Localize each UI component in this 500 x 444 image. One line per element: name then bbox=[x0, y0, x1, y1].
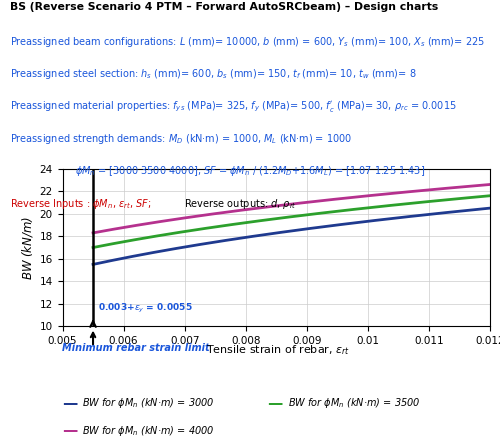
Text: Tensile strain of rebar, $\varepsilon_{rt}$: Tensile strain of rebar, $\varepsilon_{r… bbox=[206, 343, 350, 357]
Text: Preassigned beam configurations: $L$ (mm)= 10000, $b$ (mm) = 600, $Y_s$ (mm)= 10: Preassigned beam configurations: $L$ (mm… bbox=[10, 35, 485, 49]
Text: BS (Reverse Scenario 4 PTM – Forward AutoSRCbeam) – Design charts: BS (Reverse Scenario 4 PTM – Forward Aut… bbox=[10, 2, 438, 12]
Text: —: — bbox=[62, 396, 78, 411]
Text: $BW$ for $\phi M_n$ (kN·m) = 3000: $BW$ for $\phi M_n$ (kN·m) = 3000 bbox=[82, 396, 215, 410]
Text: 0.003+$\varepsilon_y$ = 0.0055: 0.003+$\varepsilon_y$ = 0.0055 bbox=[98, 302, 192, 315]
Text: Preassigned material properties: $f_{ys}$ (MPa)= 325, $f_y$ (MPa)= 500, $f_c^{\p: Preassigned material properties: $f_{ys}… bbox=[10, 99, 457, 114]
Text: Minimum rebar strain limit: Minimum rebar strain limit bbox=[62, 343, 210, 353]
Text: Reverse Inputs : $\phi M_n$, $\varepsilon_{rt}$, $SF$;: Reverse Inputs : $\phi M_n$, $\varepsilo… bbox=[10, 197, 152, 211]
Text: $\phi M_n$ = [3000 3500 4000], $SF$ = $\phi M_n$ / (1.2$M_D$+1.6$M_L$) = [1.07 1: $\phi M_n$ = [3000 3500 4000], $SF$ = $\… bbox=[75, 164, 425, 178]
Text: $BW$ for $\phi M_n$ (kN·m) = 4000: $BW$ for $\phi M_n$ (kN·m) = 4000 bbox=[82, 424, 215, 438]
Text: Preassigned strength demands: $M_D$ (kN·m) = 1000, $M_L$ (kN·m) = 1000: Preassigned strength demands: $M_D$ (kN·… bbox=[10, 132, 352, 146]
Text: $BW$ for $\phi M_n$ (kN·m) = 3500: $BW$ for $\phi M_n$ (kN·m) = 3500 bbox=[288, 396, 420, 410]
Text: Reverse outputs: $d$, $\rho_{rt}$: Reverse outputs: $d$, $\rho_{rt}$ bbox=[178, 197, 296, 211]
Text: —: — bbox=[62, 423, 78, 438]
Y-axis label: $BW$ (kN/m): $BW$ (kN/m) bbox=[20, 215, 36, 280]
Text: —: — bbox=[268, 396, 283, 411]
Text: Preassigned steel section: $h_s$ (mm)= 600, $b_s$ (mm)= 150, $t_f$ (mm)= 10, $t_: Preassigned steel section: $h_s$ (mm)= 6… bbox=[10, 67, 416, 81]
